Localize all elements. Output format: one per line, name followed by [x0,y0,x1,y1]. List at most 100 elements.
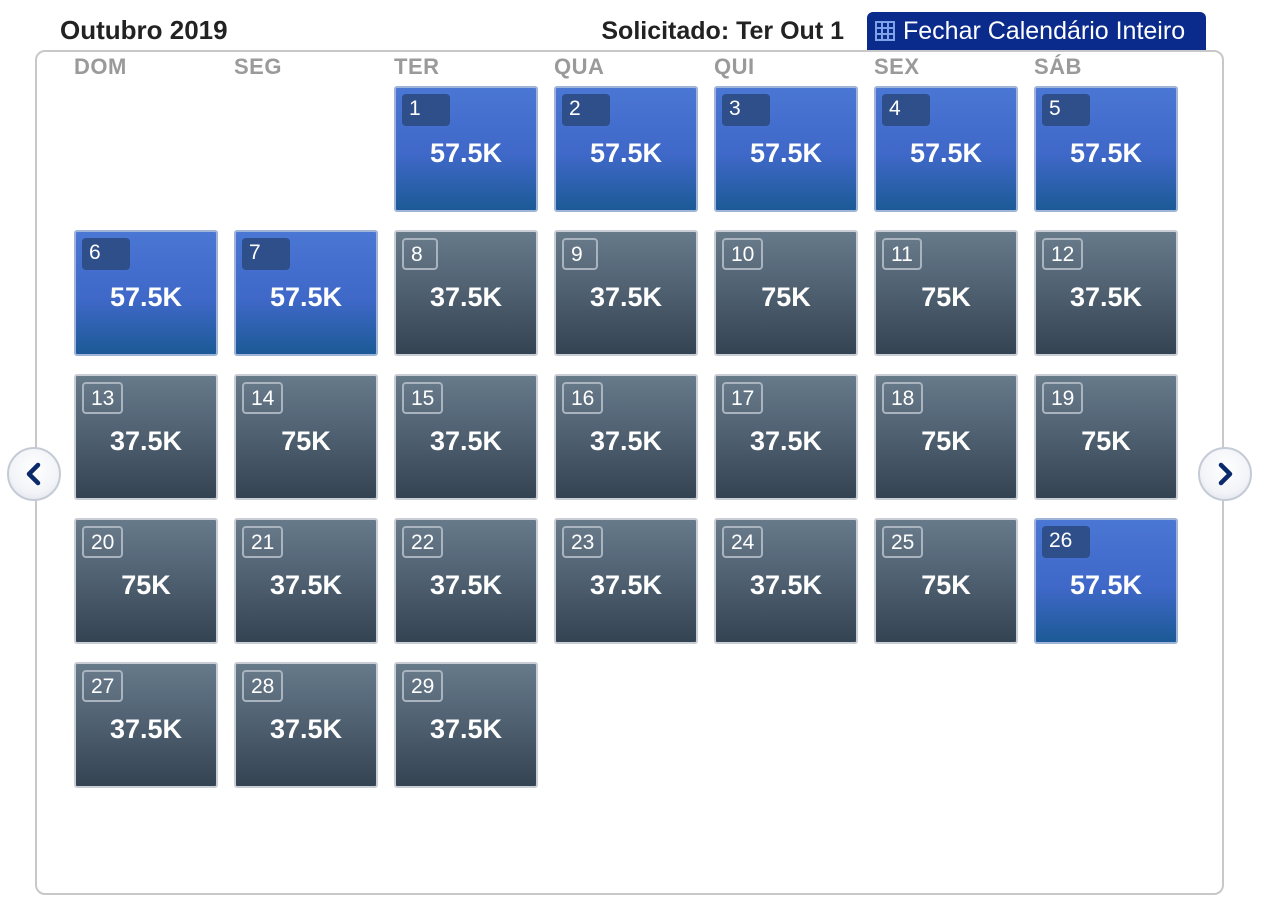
day-number: 17 [722,382,764,414]
close-full-calendar-button[interactable]: Fechar Calendário Inteiro [867,12,1206,50]
calendar-day[interactable]: 8 37.5K [394,230,538,356]
day-price: 37.5K [1069,282,1143,312]
chevron-right-icon [1218,462,1233,486]
day-price: 57.5K [749,138,823,168]
day-number: 4 [882,94,930,126]
day-number: 18 [882,382,924,414]
day-number: 8 [402,238,438,270]
month-title: Outubro 2019 [60,15,228,45]
day-number: 20 [82,526,124,558]
day-price: 37.5K [429,282,503,312]
weekday-label: SEG [234,54,282,79]
day-price: 37.5K [109,714,183,744]
calendar-day[interactable]: 29 37.5K [394,662,538,788]
day-number: 26 [1042,526,1090,558]
calendar-day[interactable]: 22 37.5K [394,518,538,644]
weekday-label: DOM [74,54,127,79]
day-price: 37.5K [429,426,503,456]
day-number: 15 [402,382,444,414]
close-full-calendar-label: Fechar Calendário Inteiro [903,16,1186,45]
calendar-day[interactable]: 6 57.5K [74,230,218,356]
day-price: 57.5K [429,138,503,168]
requested-date: Solicitado: Ter Out 1 [601,17,844,45]
day-number: 7 [242,238,290,270]
day-price: 57.5K [269,282,343,312]
day-number: 25 [882,526,924,558]
calendar-day[interactable]: 2 57.5K [554,86,698,212]
calendar-day[interactable]: 1 57.5K [394,86,538,212]
day-price: 75K [761,282,811,312]
day-price: 37.5K [269,714,343,744]
day-number: 24 [722,526,764,558]
day-number: 10 [722,238,764,270]
calendar-day[interactable]: 9 37.5K [554,230,698,356]
day-price: 37.5K [269,570,343,600]
calendar-day[interactable]: 28 37.5K [234,662,378,788]
calendar-day[interactable]: 13 37.5K [74,374,218,500]
day-number: 13 [82,382,124,414]
day-number: 28 [242,670,284,702]
calendar-day[interactable]: 3 57.5K [714,86,858,212]
day-price: 57.5K [1069,570,1143,600]
calendar-day[interactable]: 10 75K [714,230,858,356]
previous-month-button[interactable] [7,447,61,501]
calendar-day[interactable]: 23 37.5K [554,518,698,644]
day-price: 37.5K [429,714,503,744]
calendar-day[interactable]: 19 75K [1034,374,1178,500]
calendar-day[interactable]: 17 37.5K [714,374,858,500]
day-price: 37.5K [589,426,663,456]
day-price: 75K [921,426,971,456]
calendar-day[interactable]: 26 57.5K [1034,518,1178,644]
day-price: 37.5K [589,282,663,312]
calendar-day[interactable]: 12 37.5K [1034,230,1178,356]
weekday-label: TER [394,54,440,79]
day-price: 75K [921,570,971,600]
calendar-day[interactable]: 5 57.5K [1034,86,1178,212]
calendar-grid-icon [875,21,895,41]
calendar-day[interactable]: 18 75K [874,374,1018,500]
day-price: 75K [1081,426,1131,456]
day-number: 19 [1042,382,1084,414]
chevron-left-icon [26,462,41,486]
calendar-day[interactable]: 11 75K [874,230,1018,356]
day-number: 22 [402,526,444,558]
weekday-label: SEX [874,54,920,79]
day-number: 9 [562,238,598,270]
day-number: 21 [242,526,284,558]
next-month-button[interactable] [1198,447,1252,501]
day-number: 12 [1042,238,1084,270]
day-number: 16 [562,382,604,414]
day-number: 11 [882,238,922,270]
day-number: 23 [562,526,604,558]
day-price: 37.5K [589,570,663,600]
calendar-day[interactable]: 7 57.5K [234,230,378,356]
calendar-day[interactable]: 15 37.5K [394,374,538,500]
calendar-day[interactable]: 27 37.5K [74,662,218,788]
day-price: 75K [921,282,971,312]
calendar-day[interactable]: 21 37.5K [234,518,378,644]
day-number: 2 [562,94,610,126]
calendar-day[interactable]: 16 37.5K [554,374,698,500]
day-number: 5 [1042,94,1090,126]
weekday-label: QUA [554,54,605,79]
day-price: 75K [281,426,331,456]
day-price: 37.5K [749,426,823,456]
weekday-label: QUI [714,54,755,79]
day-number: 6 [82,238,130,270]
day-price: 37.5K [109,426,183,456]
calendar-day[interactable]: 4 57.5K [874,86,1018,212]
day-number: 14 [242,382,284,414]
day-price: 57.5K [909,138,983,168]
calendar-day[interactable]: 20 75K [74,518,218,644]
day-number: 3 [722,94,770,126]
day-price: 37.5K [429,570,503,600]
day-price: 57.5K [589,138,663,168]
day-number: 27 [82,670,124,702]
calendar-day[interactable]: 25 75K [874,518,1018,644]
day-price: 37.5K [749,570,823,600]
calendar-day[interactable]: 24 37.5K [714,518,858,644]
day-number: 29 [402,670,444,702]
calendar-day[interactable]: 14 75K [234,374,378,500]
day-price: 57.5K [1069,138,1143,168]
weekday-label: SÁB [1034,54,1082,79]
